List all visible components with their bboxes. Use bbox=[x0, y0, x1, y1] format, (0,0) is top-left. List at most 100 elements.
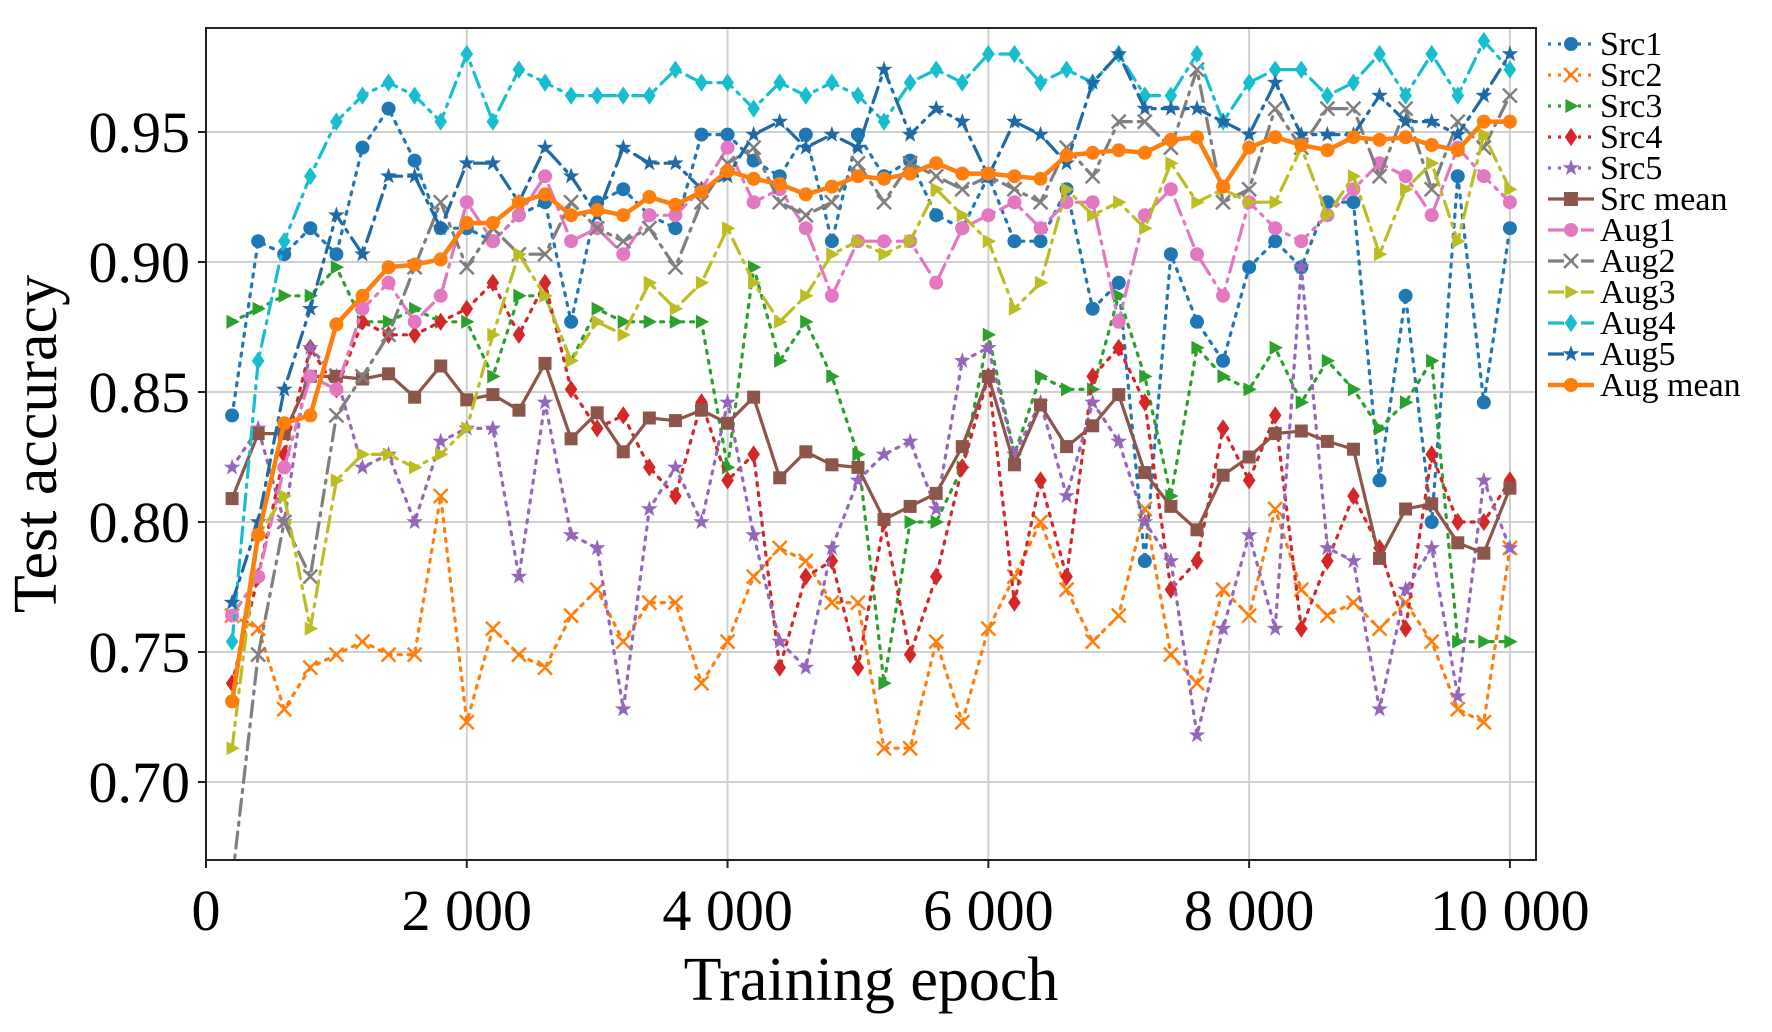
data-point-src2 bbox=[1319, 607, 1336, 624]
data-point-src4 bbox=[1347, 486, 1360, 506]
data-point-src-mean bbox=[694, 403, 708, 417]
data-point-aug-mean bbox=[538, 187, 553, 202]
data-point-aug1 bbox=[564, 234, 579, 249]
data-point-aug5 bbox=[1136, 99, 1154, 116]
data-point-src-mean bbox=[1320, 434, 1334, 448]
data-point-aug1 bbox=[720, 140, 735, 155]
data-point-src5 bbox=[1006, 445, 1023, 462]
data-point-src2 bbox=[980, 620, 997, 637]
x-tick-label: 0 bbox=[192, 878, 221, 943]
data-point-aug-mean bbox=[720, 164, 735, 178]
data-point-src3 bbox=[1373, 421, 1388, 436]
y-tick-label: 0.95 bbox=[89, 100, 191, 165]
data-point-src5 bbox=[1136, 513, 1154, 530]
data-point-aug5 bbox=[614, 138, 632, 155]
data-point-aug3 bbox=[1426, 156, 1440, 171]
data-point-aug1 bbox=[824, 288, 839, 303]
data-point-aug4 bbox=[225, 632, 239, 651]
legend-label: Src2 bbox=[1600, 57, 1662, 94]
data-point-aug1 bbox=[1007, 195, 1022, 210]
data-point-src5 bbox=[875, 445, 893, 462]
data-point-aug4 bbox=[1268, 60, 1282, 79]
data-point-aug2 bbox=[641, 220, 658, 237]
data-point-src5 bbox=[484, 419, 502, 436]
data-point-src5 bbox=[432, 432, 449, 449]
data-point-src-mean bbox=[825, 458, 839, 472]
data-point-src-mean bbox=[1294, 424, 1308, 438]
data-point-aug3 bbox=[669, 301, 684, 316]
data-point-src4 bbox=[512, 325, 526, 344]
data-point-src5 bbox=[823, 539, 841, 556]
data-point-src5 bbox=[510, 567, 528, 584]
data-point-aug3 bbox=[435, 447, 449, 462]
data-point-aug-mean bbox=[355, 288, 370, 303]
data-point-src1 bbox=[1424, 515, 1439, 529]
data-point-aug-mean bbox=[746, 171, 761, 186]
data-point-aug3 bbox=[1373, 247, 1388, 262]
data-point-aug-mean bbox=[903, 166, 918, 181]
data-point-aug3 bbox=[1452, 234, 1466, 249]
data-point-src4 bbox=[747, 445, 760, 464]
data-point-aug-mean bbox=[877, 171, 892, 186]
data-point-aug-mean bbox=[564, 208, 579, 223]
data-point-src-mean bbox=[329, 369, 343, 383]
data-point-aug-mean bbox=[1424, 138, 1439, 152]
data-point-aug5 bbox=[1084, 73, 1101, 90]
data-point-aug1 bbox=[303, 369, 318, 384]
legend-entry-aug5: Aug5 bbox=[1548, 336, 1676, 373]
data-point-src5 bbox=[927, 500, 945, 517]
data-point-src-mean bbox=[1138, 466, 1152, 480]
data-point-aug5 bbox=[328, 206, 345, 223]
data-point-aug5 bbox=[380, 167, 397, 184]
data-point-src1 bbox=[1450, 169, 1465, 184]
data-point-aug1 bbox=[407, 314, 422, 329]
data-point-src3 bbox=[513, 288, 527, 303]
data-point-src5 bbox=[406, 513, 423, 530]
data-point-src-mean bbox=[512, 403, 526, 417]
data-point-src5 bbox=[1266, 619, 1284, 636]
data-point-aug4 bbox=[1034, 73, 1047, 92]
data-point-src1 bbox=[355, 140, 370, 155]
data-point-src1 bbox=[1372, 473, 1387, 488]
data-point-aug2 bbox=[1319, 100, 1336, 117]
data-point-src4 bbox=[1399, 619, 1412, 638]
data-point-aug1 bbox=[1163, 182, 1178, 197]
data-point-src2 bbox=[771, 540, 788, 556]
data-point-aug1 bbox=[511, 208, 526, 223]
data-point-aug5 bbox=[275, 380, 293, 397]
data-point-src2 bbox=[563, 607, 579, 624]
data-point-src1 bbox=[1502, 221, 1517, 236]
data-point-aug3 bbox=[1034, 275, 1049, 290]
data-point-aug5 bbox=[667, 154, 684, 171]
data-point-aug1 bbox=[668, 208, 683, 223]
data-point-src3 bbox=[1243, 382, 1257, 397]
legend-entry-src3: Src3 bbox=[1548, 88, 1662, 125]
data-point-aug-mean bbox=[1033, 171, 1048, 186]
x-axis-title: Training epoch bbox=[684, 946, 1059, 1014]
data-point-aug-mean bbox=[511, 195, 526, 210]
series-src2 bbox=[224, 488, 1518, 757]
data-point-aug3 bbox=[1347, 169, 1362, 184]
data-point-src-mean bbox=[1425, 497, 1439, 511]
data-point-aug3 bbox=[539, 288, 553, 303]
data-point-src4 bbox=[1216, 419, 1230, 438]
data-point-src3 bbox=[1217, 369, 1231, 384]
data-point-aug5 bbox=[562, 167, 580, 184]
data-point-aug5 bbox=[458, 154, 476, 171]
data-point-aug-mean bbox=[1137, 145, 1152, 160]
legend-label: Src4 bbox=[1600, 119, 1662, 156]
data-point-aug4 bbox=[1008, 44, 1021, 64]
data-point-src4 bbox=[1034, 471, 1047, 490]
data-point-aug2 bbox=[615, 233, 632, 250]
data-point-aug2 bbox=[1215, 194, 1231, 211]
data-point-aug5 bbox=[1423, 112, 1440, 129]
data-point-src3 bbox=[330, 260, 345, 275]
data-point-aug4 bbox=[408, 86, 421, 105]
legend-label: Src3 bbox=[1600, 88, 1662, 125]
data-point-aug3 bbox=[409, 460, 423, 475]
data-point-aug1 bbox=[616, 247, 631, 262]
data-point-aug-mean bbox=[981, 166, 996, 181]
data-point-src2 bbox=[719, 633, 736, 650]
series-line-aug-mean bbox=[229, 119, 1513, 704]
data-point-src1 bbox=[1163, 247, 1178, 262]
